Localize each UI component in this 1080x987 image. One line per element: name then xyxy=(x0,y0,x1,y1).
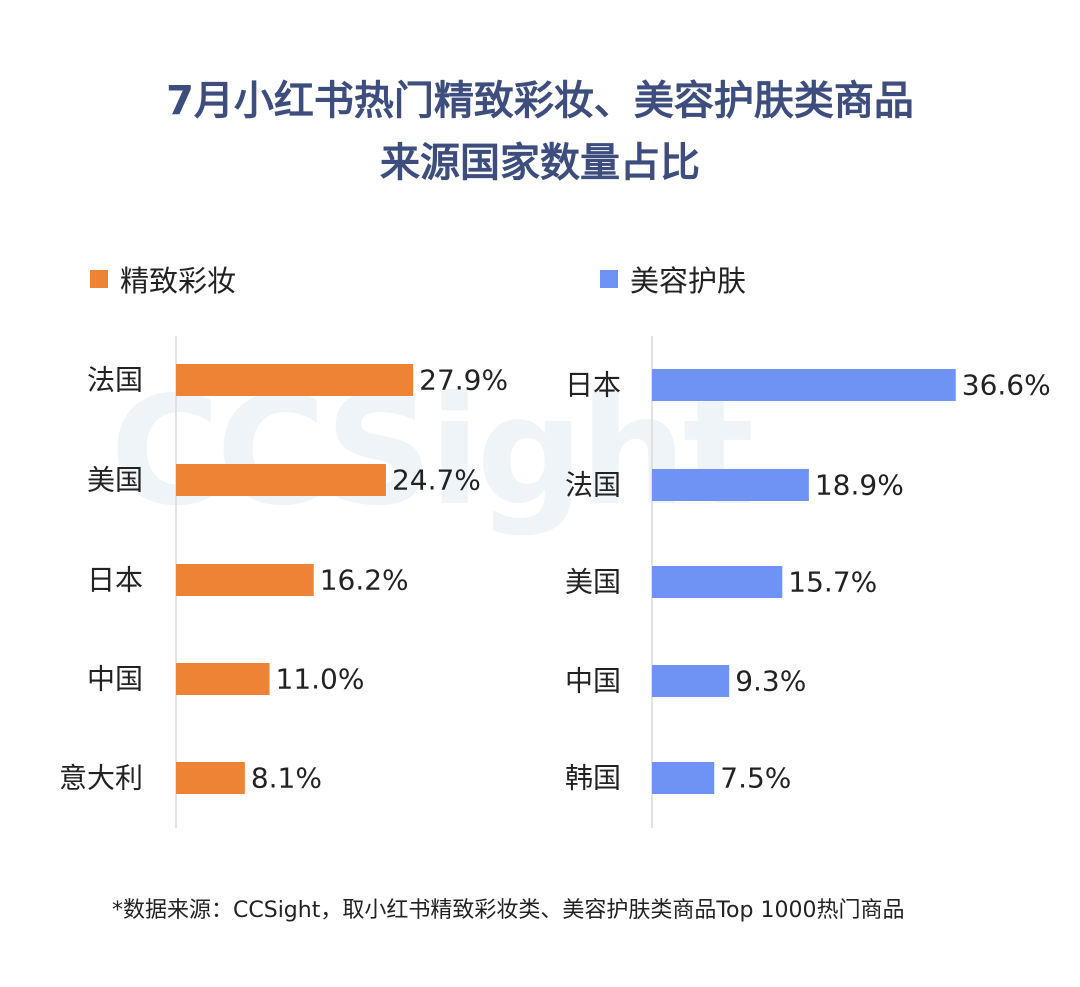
makeup-category-label: 法国 xyxy=(87,364,143,397)
makeup-category-label: 日本 xyxy=(87,564,143,597)
makeup-bar xyxy=(176,762,245,794)
skincare-category-label: 法国 xyxy=(565,469,621,502)
makeup-bar xyxy=(176,364,414,396)
legend-swatch-makeup xyxy=(90,270,108,288)
makeup-category-label: 美国 xyxy=(87,464,143,497)
makeup-value-label: 8.1% xyxy=(251,762,322,795)
skincare-bar xyxy=(652,665,730,697)
skincare-bar xyxy=(652,566,783,598)
skincare-bar xyxy=(652,762,715,794)
makeup-value-label: 16.2% xyxy=(320,564,409,597)
makeup-value-label: 11.0% xyxy=(276,663,365,696)
makeup-value-label: 24.7% xyxy=(392,464,481,497)
title-line-2: 来源国家数量占比 xyxy=(380,140,700,186)
skincare-category-label: 韩国 xyxy=(565,762,621,795)
skincare-category-label: 中国 xyxy=(565,665,621,698)
makeup-value-label: 27.9% xyxy=(419,364,508,397)
skincare-value-label: 15.7% xyxy=(788,566,877,599)
legend-label-makeup: 精致彩妆 xyxy=(120,264,237,298)
makeup-category-label: 意大利 xyxy=(59,762,143,795)
skincare-value-label: 7.5% xyxy=(720,762,791,795)
makeup-bar xyxy=(176,564,314,596)
footnote: *数据来源：CCSight，取小红书精致彩妆类、美容护肤类商品Top 1000热… xyxy=(112,898,905,923)
skincare-bar xyxy=(652,469,809,501)
legend-makeup: 精致彩妆 xyxy=(90,258,236,300)
chart-title: 7月小红书热门精致彩妆、美容护肤类商品 来源国家数量占比 xyxy=(0,70,1080,194)
makeup-bar xyxy=(176,663,270,695)
skincare-bar xyxy=(652,369,956,401)
skincare-value-label: 9.3% xyxy=(735,665,806,698)
skincare-value-label: 18.9% xyxy=(815,469,904,502)
makeup-category-label: 中国 xyxy=(87,663,143,696)
legend-swatch-skincare xyxy=(600,270,618,288)
makeup-bar xyxy=(176,464,386,496)
legend-label-skincare: 美容护肤 xyxy=(630,264,747,298)
skincare-category-label: 美国 xyxy=(565,566,621,599)
legend-skincare: 美容护肤 xyxy=(600,258,746,300)
skincare-category-label: 日本 xyxy=(565,369,621,402)
skincare-value-label: 36.6% xyxy=(962,369,1051,402)
title-line-1: 7月小红书热门精致彩妆、美容护肤类商品 xyxy=(166,78,914,124)
